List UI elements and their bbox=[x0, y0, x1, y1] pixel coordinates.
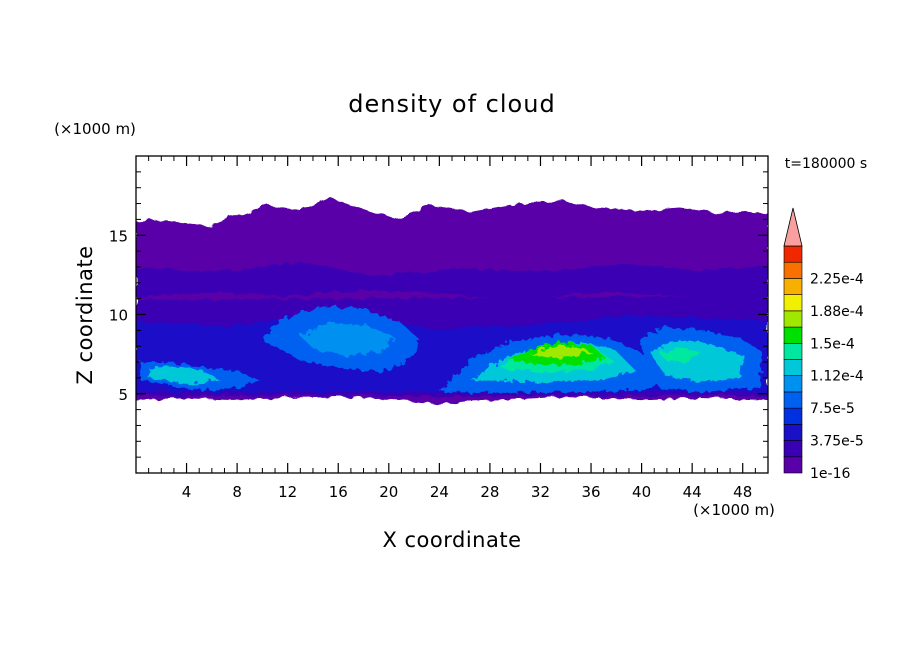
colorbar-tick-label: 3.75e-5 bbox=[810, 434, 864, 450]
band-dark-upper bbox=[136, 262, 768, 300]
colorbar-level-7 bbox=[783, 342, 803, 360]
mid-patch-light bbox=[300, 322, 395, 356]
x-tick-label-12: 12 bbox=[278, 483, 297, 501]
x-tick-label-32: 32 bbox=[531, 483, 550, 501]
colorbar-tick-label: 1e-16 bbox=[810, 466, 850, 482]
y-axis-label: Z coordinate bbox=[73, 245, 97, 384]
y-tick-label-5: 5 bbox=[118, 386, 128, 404]
x-tick-label-20: 20 bbox=[379, 483, 398, 501]
x-tick-label-28: 28 bbox=[480, 483, 499, 501]
colorbar-level-4 bbox=[783, 391, 803, 409]
density-field bbox=[136, 197, 768, 404]
y-axis-ticks: 5 10 15 bbox=[109, 171, 768, 458]
right-patch-teal bbox=[660, 346, 700, 362]
x-tick-label-48: 48 bbox=[733, 483, 752, 501]
x-tick-label-40: 40 bbox=[632, 483, 651, 501]
colorbar-level-12 bbox=[783, 261, 803, 279]
left-band-cyan bbox=[148, 366, 220, 384]
colorbar-tick-label: 7.5e-5 bbox=[810, 401, 855, 417]
x-tick-label-24: 24 bbox=[430, 483, 449, 501]
colorbar-tick-label: 1.88e-4 bbox=[810, 304, 864, 320]
chart-title: density of cloud bbox=[348, 90, 555, 118]
colorbar-level-0 bbox=[783, 456, 803, 474]
colorbar-level-5 bbox=[783, 375, 803, 393]
colorbar-level-8 bbox=[783, 326, 803, 344]
x-tick-label-44: 44 bbox=[683, 483, 702, 501]
colorbar-level-13 bbox=[783, 245, 803, 263]
x-tick-label-16: 16 bbox=[329, 483, 348, 501]
colorbar-tick-label: 1.5e-4 bbox=[810, 336, 855, 352]
colorbar-level-1 bbox=[783, 440, 803, 458]
x-unit-label: (×1000 m) bbox=[693, 501, 775, 519]
x-tick-label-8: 8 bbox=[232, 483, 242, 501]
colorbar-level-10 bbox=[783, 294, 803, 312]
colorbar-tick-label: 1.12e-4 bbox=[810, 369, 864, 385]
colorbar: 1e-16 3.75e-5 7.5e-5 1.12e-4 1.5e-4 1.88e-4 2.… bbox=[783, 207, 864, 482]
colorbar-level-6 bbox=[783, 359, 803, 377]
colorbar-tick-label: 2.25e-4 bbox=[810, 271, 864, 287]
y-unit-label: (×1000 m) bbox=[54, 120, 136, 138]
y-tick-label-10: 10 bbox=[109, 307, 128, 325]
colorbar-extend-triangle bbox=[783, 207, 803, 247]
x-axis-label: X coordinate bbox=[382, 528, 521, 552]
x-tick-label-4: 4 bbox=[182, 483, 192, 501]
colorbar-level-2 bbox=[783, 424, 803, 441]
colorbar-level-11 bbox=[783, 278, 803, 295]
x-axis-ticks: 4 8 12 16 20 24 28 32 36 40 44 48 bbox=[148, 156, 756, 501]
dome-core-yellowgreen bbox=[530, 346, 592, 358]
x-tick-label-36: 36 bbox=[581, 483, 600, 501]
y-tick-label-15: 15 bbox=[109, 227, 128, 245]
colorbar-level-9 bbox=[783, 310, 803, 328]
time-label: t=180000 s bbox=[785, 156, 867, 172]
colorbar-level-3 bbox=[783, 407, 803, 425]
